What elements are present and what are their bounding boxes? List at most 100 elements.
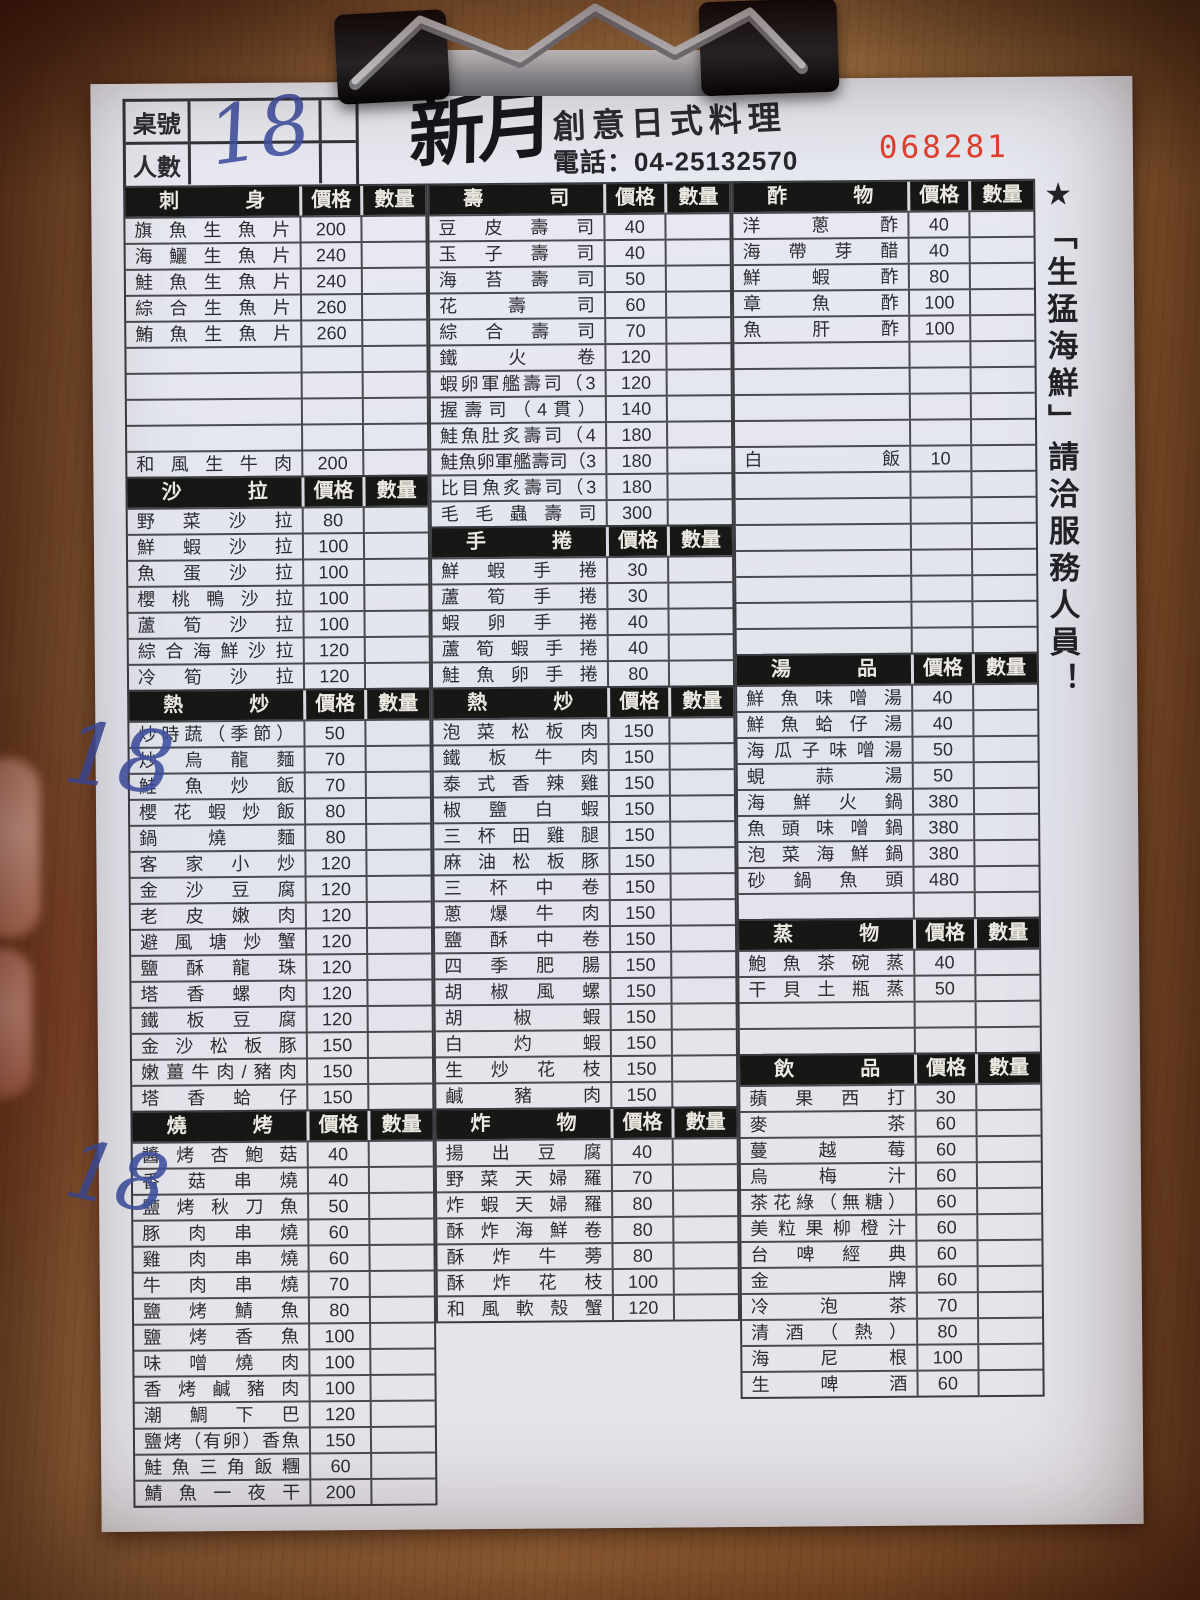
menu-item-row: 和風生牛肉 200 (127, 448, 428, 477)
price-column-header: 價格 (607, 687, 669, 718)
item-price-cell: 120 (611, 1295, 673, 1321)
menu-item-row: 海苔壽司 50 (429, 264, 730, 293)
price-column-header: 價格 (301, 476, 363, 507)
item-name-cell: 毛毛蟲壽司 (440, 503, 597, 525)
item-name-cell: 避風塘炒蟹 (139, 931, 296, 953)
item-name-cell: 蘆筍手捲 (441, 586, 598, 608)
item-price-cell: 150 (609, 1004, 671, 1030)
section-header-row: 蒸物 價格 數量 (738, 918, 1040, 951)
item-name-cell (735, 473, 909, 498)
item-name-cell: 海鮮火鍋 (746, 791, 903, 813)
item-qty-cell (972, 710, 1038, 736)
item-qty-cell (975, 1084, 1041, 1110)
menu-item-row: 客家小炒 120 (130, 848, 431, 877)
item-price-cell: 150 (609, 1056, 672, 1082)
section-title: 飲品 (774, 1057, 881, 1081)
item-price-cell: 50 (306, 1193, 369, 1219)
menu-item-row: 綜合生魚片 260 (125, 292, 427, 321)
item-price-cell (910, 602, 972, 627)
item-name-cell: 椒鹽白蝦 (442, 799, 599, 821)
item-name-cell: 砂鍋魚頭 (747, 869, 904, 891)
item-name-cell: 豆皮壽司 (438, 217, 595, 239)
item-qty-cell (975, 1136, 1041, 1162)
price-column-header: 價格 (914, 1054, 976, 1084)
item-name-cell: 胡椒風螺 (444, 981, 601, 1003)
menu-column: 壽司 價格 數量 豆皮壽司 40 玉子壽司 40 海苔壽司 50 花壽司 60 綜合壽司 70 鐵火卷 12… (427, 181, 741, 1324)
item-qty-cell (672, 1243, 738, 1268)
item-price-cell (300, 424, 363, 450)
item-name-cell: 鮮蝦手捲 (441, 560, 598, 582)
item-name-cell (736, 577, 910, 602)
item-price-cell: 40 (911, 711, 973, 736)
item-qty-cell (973, 866, 1039, 892)
menu-item-row: 鮪魚生魚片 260 (126, 318, 427, 347)
item-qty-cell (666, 557, 733, 582)
item-qty-cell (970, 549, 1037, 575)
section-title: 沙拉 (161, 480, 268, 504)
item-qty-cell (362, 559, 429, 584)
menu-item-row: 蘆筍手捲 30 (432, 581, 733, 610)
item-name-cell: 酥炸海鮮卷 (446, 1220, 603, 1242)
item-name-cell: 鮪魚生魚片 (135, 323, 292, 345)
menu-item-row: 鮭魚肚炙壽司（4貫） 180 (430, 420, 732, 449)
menu-item-row: 魚蛋沙拉 100 (128, 557, 429, 586)
item-qty-cell (360, 242, 426, 267)
menu-item-row: 牛肉串燒 70 (133, 1269, 434, 1298)
item-name-cell: 鮮蝦沙拉 (136, 536, 293, 558)
menu-item-row (734, 391, 1035, 421)
item-name-cell: 鹽酥中卷 (443, 929, 600, 951)
item-name-cell: 烏梅汁 (749, 1165, 906, 1187)
item-qty-cell (361, 372, 427, 397)
menu-item-row: 鮑魚茶碗蒸 40 (739, 947, 1040, 977)
menu-item-row: 洋蔥酢 40 (733, 209, 1034, 239)
item-name-cell: 金牌 (750, 1269, 907, 1291)
item-qty-cell (973, 814, 1039, 840)
item-qty-cell (971, 601, 1037, 627)
menu-item-row (736, 573, 1037, 603)
item-qty-cell (362, 450, 428, 475)
menu-item-row (739, 999, 1040, 1029)
item-price-cell: 40 (603, 214, 665, 240)
item-qty-cell (367, 1141, 433, 1166)
qty-column-header: 數量 (668, 687, 734, 717)
item-qty-cell (668, 718, 734, 743)
item-qty-cell (667, 661, 734, 686)
item-qty-cell (368, 1271, 434, 1296)
item-qty-cell (671, 1082, 737, 1107)
item-price-cell (909, 498, 971, 523)
item-qty-cell (671, 1165, 738, 1190)
menu-section: 蒸物 價格 數量 鮑魚茶碗蒸 40 干貝土瓶蒸 50 (736, 916, 1042, 1057)
menu-item-row: 台啤經典 60 (741, 1238, 1042, 1268)
item-qty-cell (664, 214, 730, 239)
item-qty-cell (664, 240, 730, 265)
finger (0, 948, 32, 1098)
item-qty-cell (972, 762, 1038, 788)
qty-column-header: 數量 (664, 183, 730, 213)
menu-section: 飲品 價格 數量 蘋果西打 30 麥茶 60 蔓越莓 60 烏梅汁 60 茶花綠（無糖） 60 美粒果柳橙… (737, 1051, 1045, 1400)
item-price-cell: 40 (606, 635, 668, 661)
menu-item-row: 鹹豬肉 150 (436, 1080, 737, 1109)
item-price-cell: 180 (605, 474, 667, 500)
item-qty-cell (368, 1245, 434, 1270)
item-name-cell: 香烤鹹豬肉 (143, 1378, 300, 1400)
item-name-cell: 蜆蒜湯 (746, 765, 903, 787)
item-price-cell: 40 (912, 950, 975, 975)
menu-item-row: 綜合海鮮沙拉 120 (128, 635, 429, 664)
item-name-cell: 花壽司 (439, 295, 595, 317)
item-qty-cell (974, 1001, 1040, 1027)
item-price-cell: 60 (915, 1267, 977, 1292)
section-header-row: 沙拉 價格 數量 (127, 476, 428, 508)
item-price-cell: 100 (308, 1375, 370, 1401)
item-qty-cell (977, 1370, 1043, 1396)
item-qty-cell (669, 900, 735, 925)
item-price-cell: 40 (606, 609, 668, 635)
item-name-cell: 鮭魚生魚片 (134, 271, 291, 293)
section-header-row: 手捲 價格 數量 (431, 526, 733, 558)
item-qty-cell (976, 1240, 1042, 1266)
menu-item-row: 鐵板牛肉 150 (433, 742, 734, 771)
item-name-cell: 鮭魚肚炙壽司（4貫） (440, 425, 596, 447)
item-price-cell: 50 (913, 976, 975, 1001)
item-name-cell: 海瓜子味噌湯 (746, 739, 903, 761)
item-name-cell: 鮑魚茶碗蒸 (748, 952, 905, 974)
item-price-cell: 60 (308, 1453, 371, 1479)
